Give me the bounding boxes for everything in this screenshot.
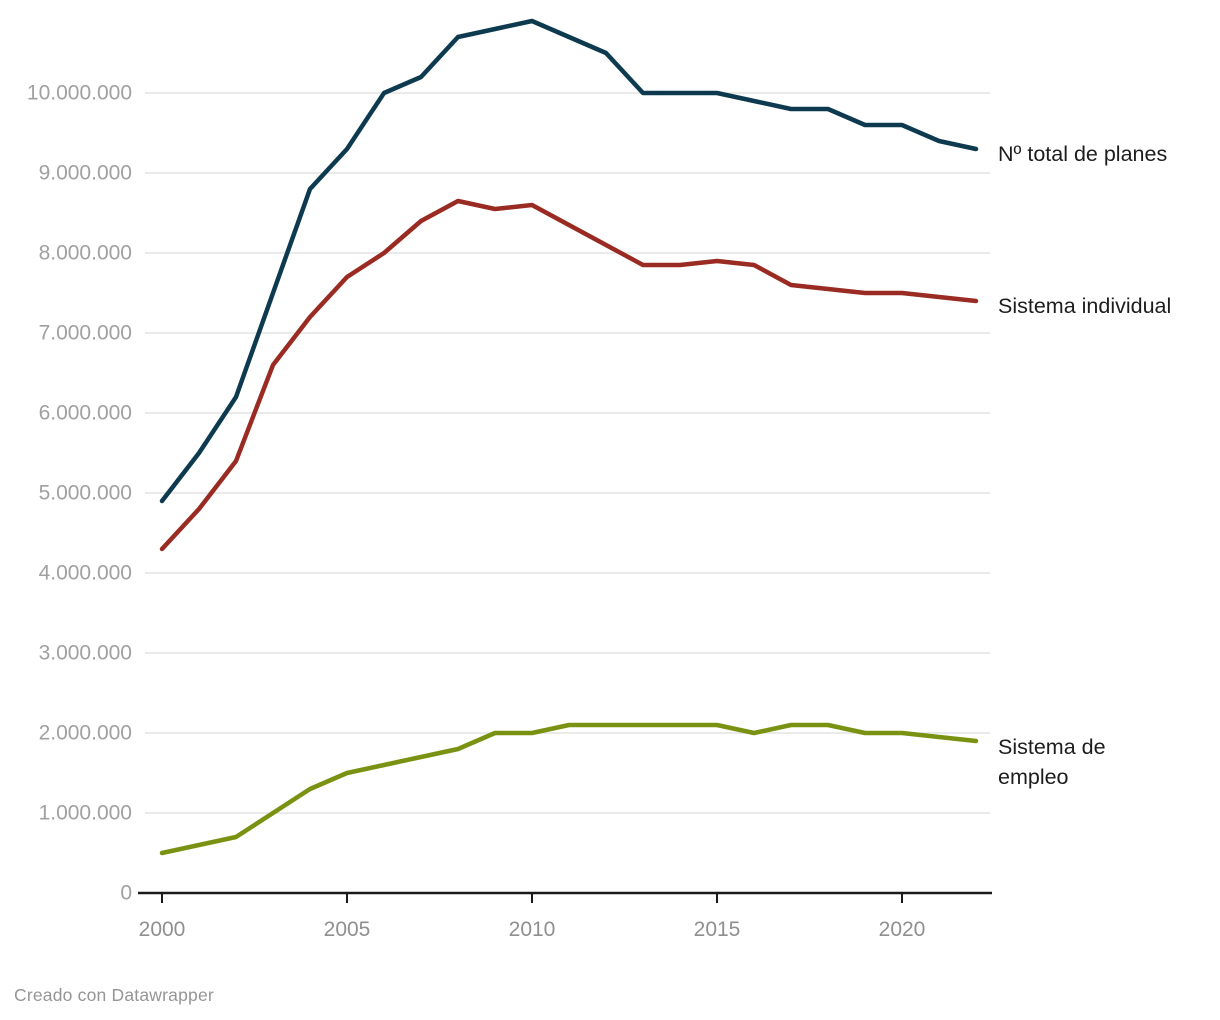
y-tick-label: 1.000.000 — [39, 802, 132, 825]
y-tick-label: 7.000.000 — [39, 322, 132, 345]
gridlines — [145, 92, 990, 814]
x-tick-label: 2000 — [139, 918, 186, 941]
y-tick-label: 10.000.000 — [27, 82, 132, 105]
series-line-total — [159, 18, 979, 504]
series-label-empleo: empleo — [998, 765, 1069, 789]
x-tick-label: 2015 — [694, 918, 741, 941]
line-chart: 0 1.000.000 2.000.000 3.000.000 4.000.000 5.0… — [27, 18, 1171, 941]
series-line-empleo — [159, 722, 979, 856]
series-label-total: Nº total de planes — [998, 142, 1167, 166]
x-tick-label: 2005 — [324, 918, 371, 941]
credit-text: Creado con Datawrapper — [14, 985, 214, 1005]
series-label-empleo: Sistema de — [998, 735, 1106, 759]
series-line-individual — [159, 198, 979, 552]
series-label-individual: Sistema individual — [998, 294, 1171, 318]
y-tick-label: 5.000.000 — [39, 482, 132, 505]
y-tick-label: 0 — [120, 882, 132, 905]
x-axis-ticks: 2000 2005 2010 2015 2020 — [139, 893, 926, 941]
y-tick-label: 9.000.000 — [39, 162, 132, 185]
y-tick-label: 2.000.000 — [39, 722, 132, 745]
y-tick-label: 8.000.000 — [39, 242, 132, 265]
x-tick-label: 2020 — [879, 918, 926, 941]
y-axis-labels: 0 1.000.000 2.000.000 3.000.000 4.000.000 5.0… — [27, 82, 132, 905]
x-tick-label: 2010 — [509, 918, 556, 941]
y-tick-label: 4.000.000 — [39, 562, 132, 585]
y-tick-label: 3.000.000 — [39, 642, 132, 665]
y-tick-label: 6.000.000 — [39, 402, 132, 425]
